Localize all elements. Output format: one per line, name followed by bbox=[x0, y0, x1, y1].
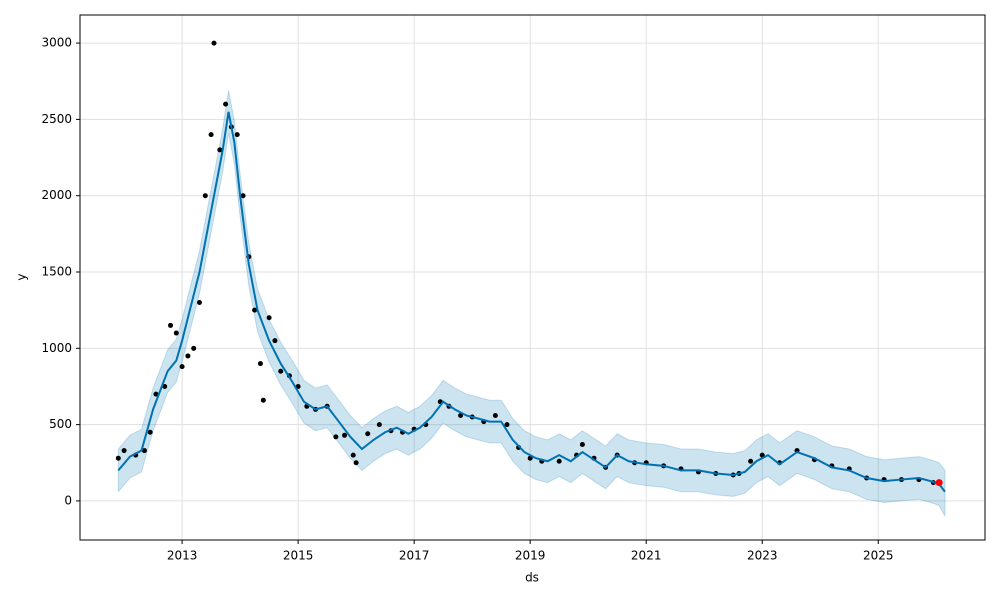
observed-point bbox=[342, 432, 348, 438]
x-tick-label: 2017 bbox=[399, 549, 430, 563]
observed-point bbox=[168, 322, 173, 328]
y-tick-label: 500 bbox=[49, 417, 72, 431]
observed-point bbox=[458, 412, 464, 418]
observed-point bbox=[272, 338, 278, 344]
uncertainty-band bbox=[117, 90, 946, 517]
x-tick-label: 2025 bbox=[863, 549, 894, 563]
observed-point bbox=[333, 434, 339, 440]
observed-point bbox=[202, 193, 208, 199]
x-axis-label: ds bbox=[525, 571, 539, 585]
y-tick-label: 2500 bbox=[41, 112, 72, 126]
observed-point bbox=[527, 455, 533, 461]
observed-point bbox=[234, 132, 240, 138]
latest-point bbox=[935, 479, 943, 487]
observed-point bbox=[162, 383, 168, 389]
observed-point bbox=[121, 448, 127, 454]
observed-point bbox=[191, 345, 197, 351]
y-axis-label: y bbox=[15, 273, 29, 280]
observed-point bbox=[173, 330, 179, 336]
observed-point bbox=[115, 455, 121, 461]
x-tick-label: 2021 bbox=[631, 549, 662, 563]
observed-point bbox=[197, 300, 203, 306]
y-tick-label: 3000 bbox=[41, 36, 72, 50]
observed-point bbox=[748, 458, 754, 464]
x-tick-label: 2019 bbox=[515, 549, 546, 563]
observed-point bbox=[492, 412, 498, 418]
observed-point bbox=[278, 368, 284, 374]
observed-point bbox=[208, 132, 214, 138]
observed-point bbox=[504, 422, 510, 428]
observed-point bbox=[153, 391, 159, 397]
observed-point bbox=[211, 40, 217, 46]
observed-point bbox=[260, 397, 266, 403]
observed-point bbox=[240, 193, 246, 199]
observed-point bbox=[185, 353, 191, 359]
observed-point bbox=[147, 429, 153, 435]
x-tick-label: 2015 bbox=[283, 549, 314, 563]
observed-point bbox=[365, 431, 371, 437]
forecast-line bbox=[117, 111, 946, 493]
observed-point bbox=[223, 101, 229, 107]
x-tick-label: 2013 bbox=[167, 549, 198, 563]
observed-point bbox=[350, 452, 356, 458]
observed-point bbox=[179, 364, 185, 370]
observed-point bbox=[376, 422, 382, 428]
observed-point bbox=[266, 315, 272, 321]
observed-point bbox=[257, 361, 263, 367]
observed-point bbox=[579, 441, 585, 447]
y-tick-label: 0 bbox=[64, 493, 72, 507]
observed-point bbox=[141, 448, 147, 454]
y-tick-label: 1500 bbox=[41, 265, 72, 279]
observed-point bbox=[353, 460, 359, 466]
observed-point bbox=[217, 147, 223, 153]
plot-frame bbox=[79, 14, 986, 541]
observed-point bbox=[759, 452, 765, 458]
y-tick-label: 1000 bbox=[41, 341, 72, 355]
y-tick-label: 2000 bbox=[41, 188, 72, 202]
x-tick-label: 2023 bbox=[747, 549, 778, 563]
observed-point bbox=[556, 458, 562, 464]
observed-point bbox=[252, 307, 258, 313]
